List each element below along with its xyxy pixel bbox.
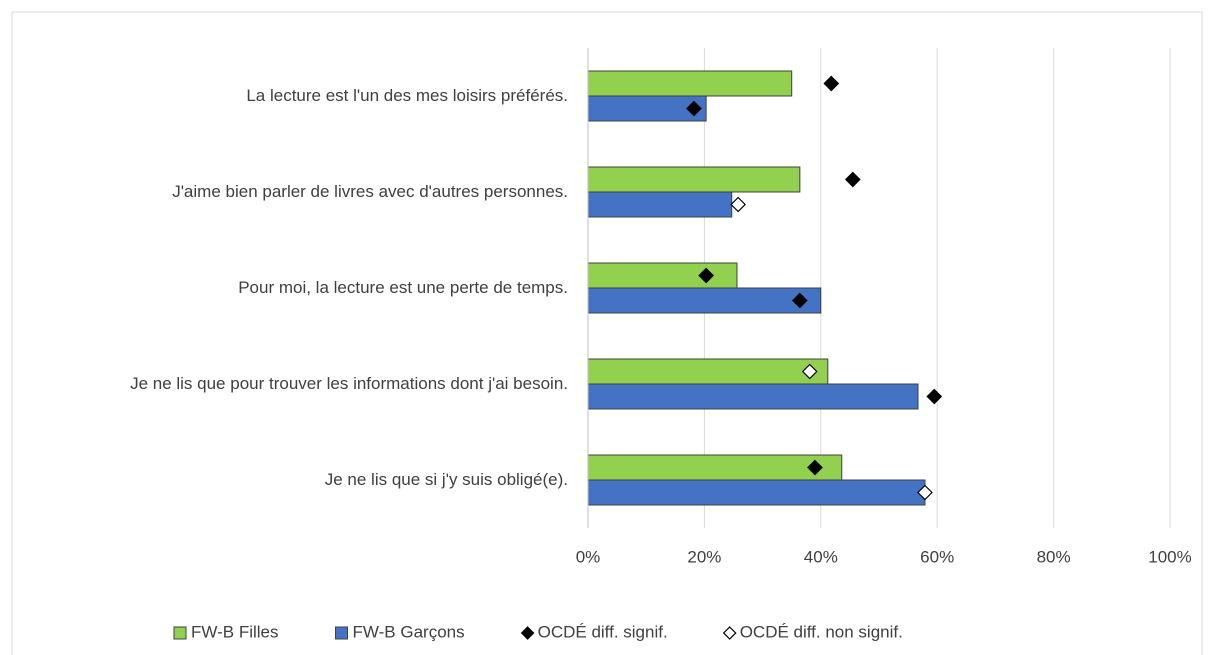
x-tick-label: 0% <box>576 547 601 566</box>
marker <box>730 196 747 213</box>
bar <box>587 191 733 218</box>
x-tick-label: 40% <box>804 547 838 566</box>
bar <box>587 479 926 506</box>
category-label: La lecture est l'un des mes loisirs préf… <box>246 86 568 105</box>
legend-swatch <box>335 626 349 640</box>
bar <box>587 383 919 410</box>
category-label: Je ne lis que pour trouver les informati… <box>130 374 568 393</box>
legend-label: FW-B Garçons <box>353 622 465 641</box>
category-label: J'aime bien parler de livres avec d'autr… <box>172 182 568 201</box>
legend-swatch <box>173 626 187 640</box>
legend-swatch <box>520 626 535 640</box>
legend-label: OCDÉ diff. non signif. <box>740 622 903 641</box>
bar <box>587 70 793 97</box>
marker <box>917 484 933 501</box>
bar <box>587 262 738 289</box>
marker <box>807 459 823 476</box>
marker <box>698 267 714 284</box>
marker <box>686 100 702 117</box>
marker <box>844 171 861 188</box>
legend-label: OCDÉ diff. signif. <box>538 622 668 641</box>
chart-border <box>11 11 1203 655</box>
marker <box>801 363 818 380</box>
legend-swatch <box>722 626 737 640</box>
x-tick-label: 60% <box>920 547 954 566</box>
category-label: Pour moi, la lecture est une perte de te… <box>238 278 568 297</box>
x-tick-label: 20% <box>687 547 721 566</box>
bar <box>587 454 843 481</box>
bar <box>587 358 829 385</box>
marker <box>791 292 808 309</box>
bar <box>587 166 801 193</box>
bar <box>587 287 822 314</box>
x-tick-label: 80% <box>1037 547 1071 566</box>
legend-label: FW-B Filles <box>191 622 279 641</box>
x-tick-label: 100% <box>1148 547 1191 566</box>
category-label: Je ne lis que si j'y suis obligé(e). <box>324 470 568 489</box>
marker <box>823 75 840 92</box>
marker <box>926 388 943 405</box>
